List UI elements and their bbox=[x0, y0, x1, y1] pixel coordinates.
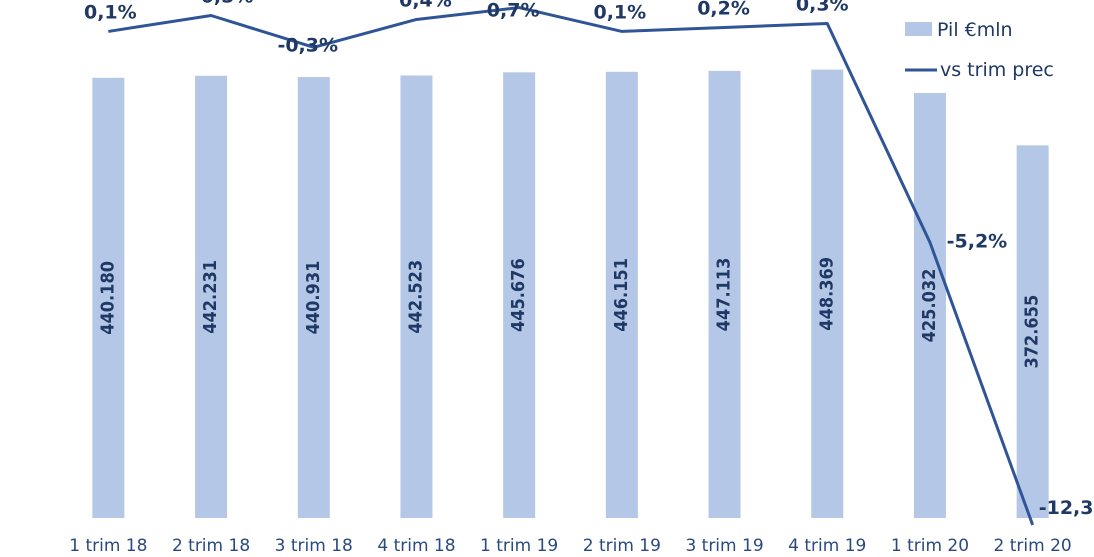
bar-value-label: 442.523 bbox=[405, 260, 426, 334]
bar bbox=[297, 77, 330, 518]
x-tick-label: 4 trim 18 bbox=[377, 536, 455, 556]
line-value-label: 0,2% bbox=[697, 0, 750, 19]
bar-value-label: 372.655 bbox=[1022, 295, 1043, 369]
bar bbox=[1016, 145, 1049, 518]
bar bbox=[503, 72, 536, 518]
line-path bbox=[108, 6, 1035, 526]
x-tick-label: 2 trim 19 bbox=[583, 536, 661, 556]
bar-data-labels: 440.180 442.231 440.931 442.523 445.676 446.1… bbox=[97, 257, 1042, 369]
x-tick-label: 2 trim 20 bbox=[994, 536, 1072, 556]
legend: Pil €mln vs trim prec bbox=[905, 19, 1054, 81]
line-value-label: -0,3% bbox=[277, 34, 338, 56]
line-value-label: -12,3% bbox=[1039, 497, 1094, 519]
bar bbox=[708, 70, 741, 519]
bar bbox=[913, 92, 946, 518]
bar bbox=[605, 71, 638, 518]
bar-value-label: 448.369 bbox=[816, 257, 837, 331]
x-tick-label: 4 trim 19 bbox=[788, 536, 866, 556]
bar-value-label: 440.931 bbox=[303, 261, 324, 335]
line-value-label: 0,4% bbox=[399, 0, 452, 11]
line-value-label: 0,3% bbox=[796, 0, 849, 15]
legend-swatch-bar bbox=[905, 22, 932, 36]
x-tick-label: 3 trim 19 bbox=[685, 536, 763, 556]
x-tick-label: 3 trim 18 bbox=[275, 536, 353, 556]
legend-label-line: vs trim prec bbox=[940, 59, 1054, 81]
line-series bbox=[108, 6, 1035, 526]
bar bbox=[400, 75, 433, 519]
bar-series bbox=[92, 69, 1049, 519]
line-value-label: 0,5% bbox=[201, 0, 254, 8]
bar-value-label: 446.151 bbox=[611, 258, 632, 332]
line-value-label: 0,1% bbox=[84, 1, 137, 23]
bar bbox=[92, 77, 125, 518]
bar bbox=[811, 69, 844, 519]
bar-value-label: 425.032 bbox=[919, 269, 940, 343]
bar-value-label: 447.113 bbox=[714, 258, 735, 332]
line-value-label: 0,1% bbox=[593, 1, 646, 23]
line-value-label: 0,7% bbox=[487, 0, 540, 22]
line-value-label: -5,2% bbox=[947, 230, 1008, 252]
x-axis-tick-labels: 1 trim 18 2 trim 18 3 trim 18 4 trim 18 1 tr… bbox=[69, 536, 1072, 556]
bar bbox=[195, 75, 228, 519]
line-data-labels: 0,1% 0,5% -0,3% 0,4% 0,7% 0,1% 0,2% 0,3% -5,2% -1… bbox=[84, 0, 1094, 519]
x-tick-label: 1 trim 18 bbox=[69, 536, 147, 556]
x-tick-label: 1 trim 20 bbox=[891, 536, 969, 556]
x-tick-label: 1 trim 19 bbox=[480, 536, 558, 556]
bar-value-label: 442.231 bbox=[200, 260, 221, 334]
x-tick-label: 2 trim 18 bbox=[172, 536, 250, 556]
legend-label-bar: Pil €mln bbox=[937, 19, 1013, 41]
bar-value-label: 445.676 bbox=[508, 258, 529, 332]
bar-value-label: 440.180 bbox=[97, 261, 118, 335]
